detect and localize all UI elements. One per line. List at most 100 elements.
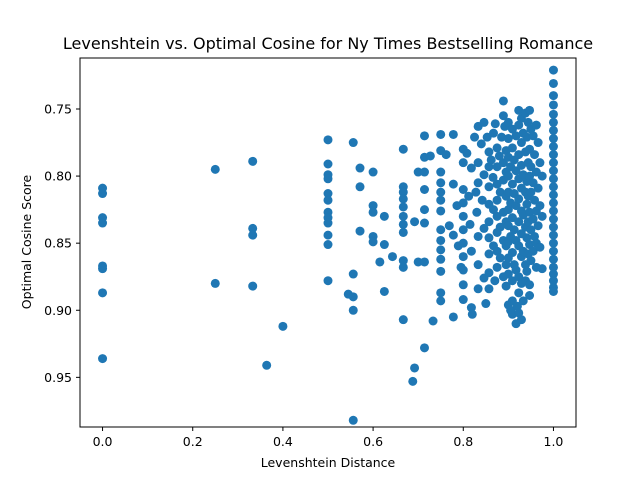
- scatter-point: [548, 166, 558, 176]
- scatter-point: [323, 159, 333, 169]
- y-tick-label: 0.80: [44, 169, 72, 184]
- scatter-point: [548, 198, 558, 208]
- y-tick-label: 0.95: [44, 370, 72, 385]
- scatter-point: [526, 187, 536, 197]
- scatter-point: [548, 117, 558, 127]
- scatter-point: [413, 167, 423, 177]
- scatter-point: [518, 296, 528, 306]
- scatter-point: [548, 78, 558, 88]
- scatter-point: [484, 268, 494, 278]
- scatter-point: [368, 167, 378, 177]
- scatter-point: [448, 129, 458, 139]
- scatter-point: [278, 321, 288, 331]
- scatter-point: [210, 278, 220, 288]
- scatter-point: [503, 134, 513, 144]
- scatter-point: [495, 253, 505, 263]
- scatter-point: [458, 280, 468, 290]
- scatter-point: [458, 252, 468, 262]
- scatter-point: [379, 286, 389, 296]
- scatter-point: [492, 262, 502, 272]
- scatter-point: [548, 238, 558, 248]
- scatter-point: [533, 221, 543, 231]
- x-axis-label: Levenshtein Distance: [261, 455, 396, 470]
- scatter-point: [458, 211, 468, 221]
- scatter-point: [548, 222, 558, 232]
- scatter-point: [436, 195, 446, 205]
- scatter-point: [436, 266, 446, 276]
- scatter-point: [464, 191, 474, 201]
- scatter-point: [535, 201, 545, 211]
- scatter-point: [479, 223, 489, 233]
- scatter-point: [425, 151, 435, 161]
- scatter-point: [323, 230, 333, 240]
- scatter-point: [548, 214, 558, 224]
- scatter-point: [323, 135, 333, 145]
- scatter-point: [528, 246, 538, 256]
- scatter-point: [509, 225, 519, 235]
- scatter-point: [525, 280, 535, 290]
- scatter-point: [525, 291, 535, 300]
- scatter-point: [98, 354, 108, 364]
- scatter-point: [479, 117, 489, 127]
- scatter-point: [355, 182, 365, 192]
- scatter-point: [467, 309, 477, 319]
- scatter-point: [548, 206, 558, 216]
- scatter-point: [462, 148, 472, 158]
- scatter-point: [548, 246, 558, 256]
- scatter-point: [398, 194, 408, 204]
- x-tick-label: 1.0: [544, 434, 564, 449]
- scatter-point: [323, 240, 333, 250]
- plot-frame: [79, 57, 577, 428]
- y-axis-label: Optimal Cosine Score: [19, 174, 34, 309]
- scatter-point: [514, 194, 524, 204]
- scatter-point: [530, 150, 540, 160]
- scatter-point: [473, 231, 483, 241]
- scatter-point: [368, 201, 378, 211]
- scatter-point: [495, 222, 505, 232]
- scatter-point: [525, 207, 535, 217]
- scatter-point: [492, 143, 502, 153]
- y-axis-ticks: 0.75 0.80 0.85 0.90 0.95: [44, 101, 80, 385]
- scatter-point: [473, 284, 483, 294]
- scatter-point: [503, 117, 513, 127]
- scatter-point: [448, 179, 458, 189]
- scatter-point: [548, 91, 558, 101]
- scatter-point: [98, 218, 108, 228]
- scatter-point: [348, 292, 358, 302]
- scatter-point: [537, 211, 547, 221]
- scatter-point: [419, 343, 429, 353]
- x-tick-label: 0.2: [183, 434, 203, 449]
- scatter-point: [548, 100, 558, 110]
- scatter-point: [548, 190, 558, 200]
- scatter-point: [348, 415, 358, 425]
- scatter-point: [458, 265, 468, 275]
- scatter-point: [248, 281, 258, 291]
- scatter-point: [458, 295, 468, 305]
- scatter-point: [548, 150, 558, 160]
- scatter-point: [498, 111, 508, 121]
- scatter-point: [516, 160, 526, 170]
- scatter-point: [441, 150, 451, 160]
- scatter-point: [548, 286, 558, 296]
- scatter-point: [533, 183, 543, 193]
- scatter-point: [490, 119, 500, 129]
- scatter-point: [516, 315, 526, 325]
- scatter-point: [531, 120, 541, 130]
- scatter-point: [548, 134, 558, 144]
- scatter-point: [398, 211, 408, 221]
- scatter-point: [503, 171, 513, 181]
- scatter-point: [398, 187, 408, 197]
- scatter-point: [348, 305, 358, 315]
- scatter-point: [522, 266, 532, 276]
- scatter-point: [398, 256, 408, 266]
- scatter-point: [466, 163, 476, 173]
- scatter-point: [494, 151, 504, 161]
- scatter-point: [488, 172, 498, 182]
- scatter-point: [548, 65, 558, 75]
- scatter-point: [436, 245, 446, 255]
- scatter-point: [507, 248, 517, 258]
- scatter-point: [548, 109, 558, 119]
- x-tick-label: 0.6: [363, 434, 383, 449]
- scatter-point: [484, 233, 494, 243]
